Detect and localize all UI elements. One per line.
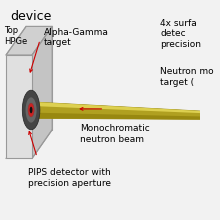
Polygon shape xyxy=(28,102,211,119)
Ellipse shape xyxy=(26,97,37,123)
Text: PIPS detector with
precision aperture: PIPS detector with precision aperture xyxy=(28,168,111,188)
Polygon shape xyxy=(6,55,32,158)
Text: device: device xyxy=(10,10,51,23)
Polygon shape xyxy=(6,26,52,55)
Ellipse shape xyxy=(30,107,33,113)
Polygon shape xyxy=(32,26,52,158)
Polygon shape xyxy=(28,102,211,114)
Text: Neutron mo
target (: Neutron mo target ( xyxy=(160,67,214,86)
Ellipse shape xyxy=(28,103,34,117)
Text: 4x surfa
detec
precision: 4x surfa detec precision xyxy=(160,19,201,48)
Text: Top
HPGe: Top HPGe xyxy=(4,26,27,46)
Text: Alpha-Gamma
target: Alpha-Gamma target xyxy=(44,28,109,47)
Ellipse shape xyxy=(22,90,40,130)
Polygon shape xyxy=(28,112,211,119)
Text: Monochromatic
neutron beam: Monochromatic neutron beam xyxy=(80,124,150,144)
